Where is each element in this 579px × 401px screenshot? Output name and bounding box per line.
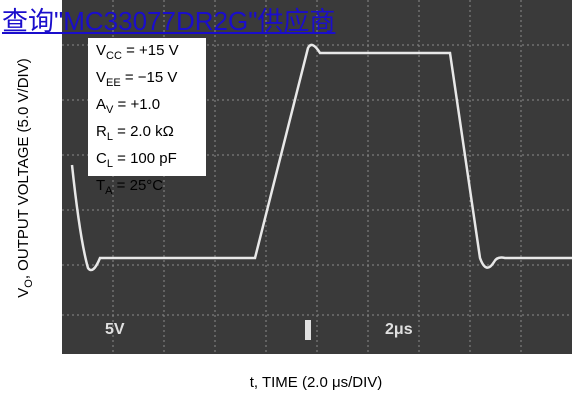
y-axis-label: VO, OUTPUT VOLTAGE (5.0 V/DIV) <box>15 58 35 297</box>
condition: VCC = +15 V <box>96 40 206 67</box>
condition: TA = 25°C <box>96 175 206 202</box>
condition-rest: = 25°C <box>112 177 164 194</box>
time-per-div: 2μs <box>385 321 413 338</box>
condition-main: C <box>96 150 107 167</box>
supplier-link[interactable]: 查询"MC33077DR2G"供应商 <box>2 6 336 36</box>
condition-rest: = 2.0 kΩ <box>112 123 174 140</box>
condition-main: V <box>96 42 107 59</box>
y-axis-rest: , OUTPUT VOLTAGE (5.0 V/DIV) <box>15 58 32 280</box>
y-axis-main: V <box>15 287 32 298</box>
condition-rest: = +15 V <box>121 42 179 59</box>
condition-rest: = −15 V <box>120 69 178 86</box>
condition-sub: EE <box>106 77 121 89</box>
condition: RL = 2.0 kΩ <box>96 121 206 148</box>
condition-rest: = +1.0 <box>113 96 161 113</box>
condition-main: T <box>96 177 106 194</box>
x-axis-label: t, TIME (2.0 μs/DIV) <box>249 374 383 391</box>
condition-main: A <box>96 96 107 113</box>
conditions: VCC = +15 V VEE = −15 V AV = +1.0 RL = 2.0 … <box>88 38 206 197</box>
waveform <box>70 43 572 272</box>
condition-rest: = 100 pF <box>112 150 177 167</box>
condition-main: V <box>96 69 107 86</box>
condition-sub: L <box>106 158 113 170</box>
condition-sub: A <box>105 185 113 197</box>
condition: VEE = −15 V <box>96 67 206 94</box>
trigger-marker <box>305 320 311 340</box>
condition-sub: L <box>106 131 113 143</box>
y-axis-sub: O <box>23 279 35 288</box>
condition-main: R <box>96 123 107 140</box>
condition-sub: CC <box>106 50 122 62</box>
condition: CL = 100 pF <box>96 148 206 175</box>
condition: AV = +1.0 <box>96 94 206 121</box>
volts-per-div: 5V <box>105 321 125 338</box>
condition-sub: V <box>106 104 114 116</box>
